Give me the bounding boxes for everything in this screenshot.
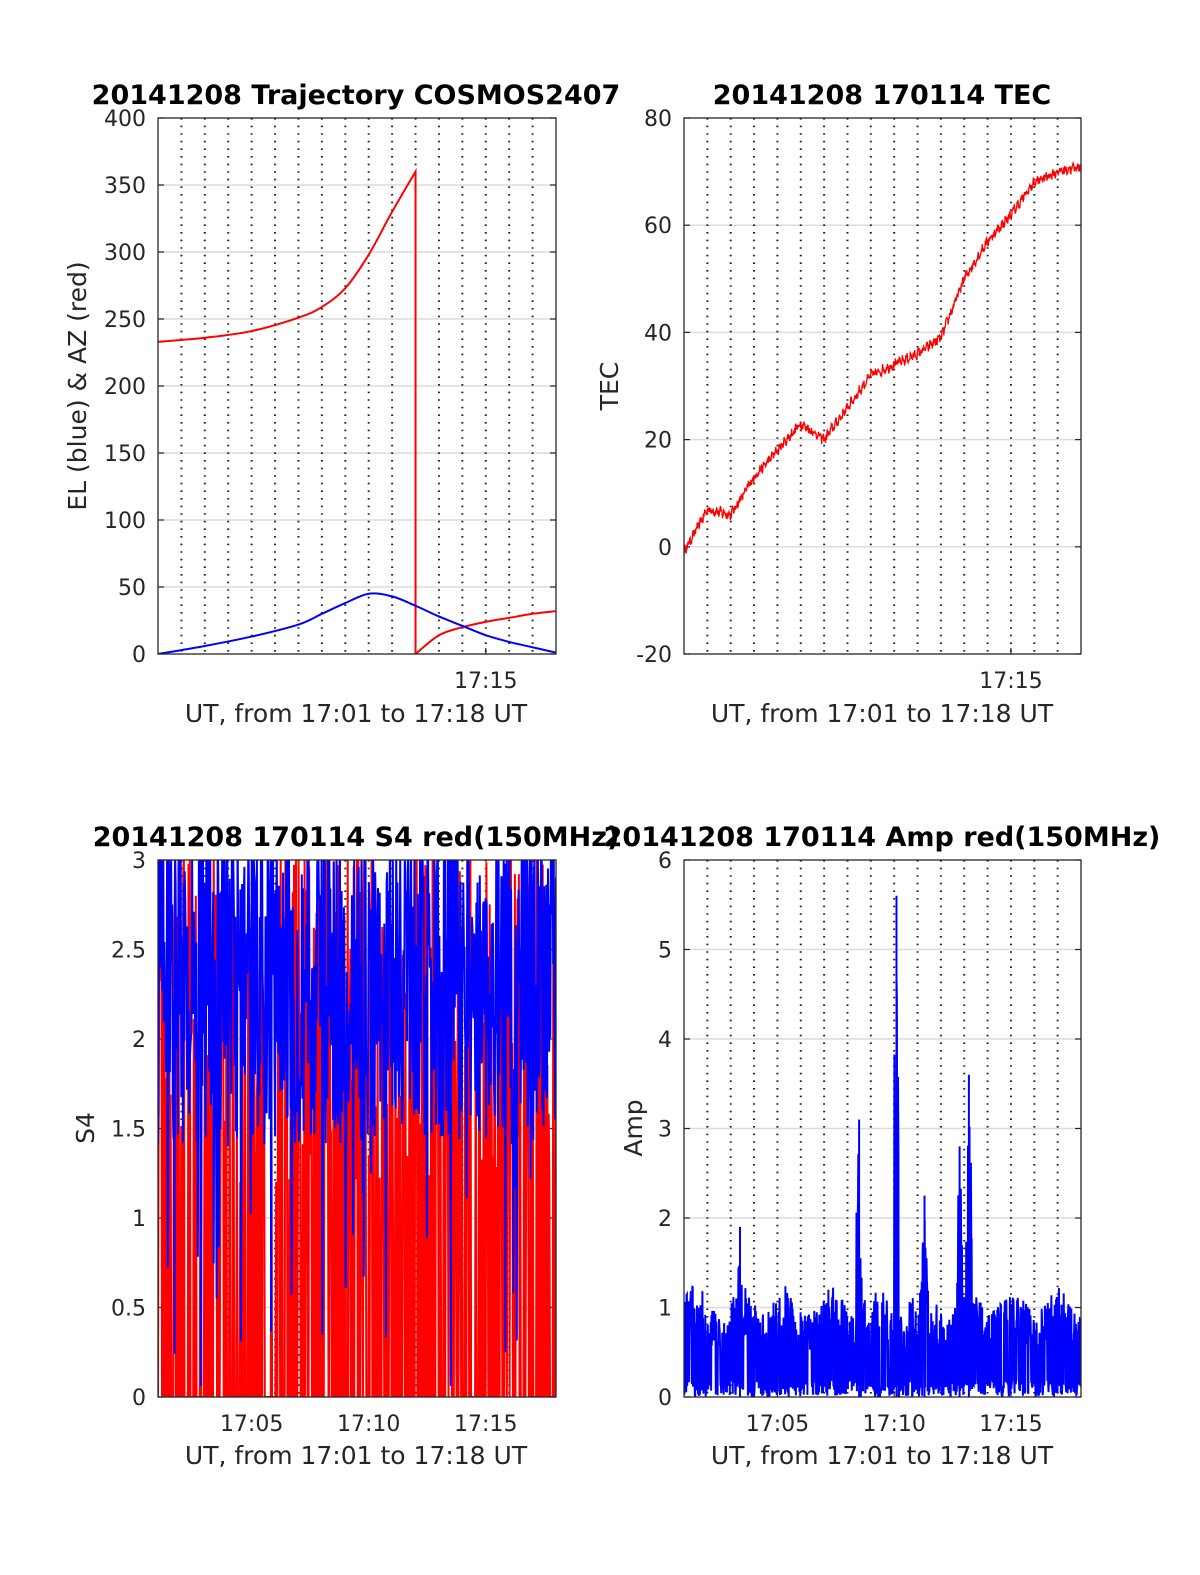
amp-amp-line bbox=[684, 895, 1081, 1397]
trajectory-ytick-label: 0 bbox=[132, 643, 146, 668]
s4-xtick-label: 17:15 bbox=[454, 1412, 517, 1437]
trajectory-ytick-label: 150 bbox=[104, 442, 146, 467]
tec-ylabel: TEC bbox=[595, 362, 624, 412]
tec-tec-line bbox=[684, 160, 1081, 556]
amp-xtick-label: 17:05 bbox=[746, 1412, 809, 1437]
s4-ytick-label: 0.5 bbox=[111, 1297, 146, 1322]
amp-xtick-label: 17:10 bbox=[862, 1412, 925, 1437]
amp-ytick-label: 3 bbox=[658, 1118, 672, 1143]
trajectory-ytick-label: 200 bbox=[104, 375, 146, 400]
tec-title: 20141208 170114 TEC bbox=[713, 80, 1052, 111]
trajectory-axes-box bbox=[157, 117, 557, 655]
trajectory-ylabel: EL (blue) & AZ (red) bbox=[63, 261, 92, 510]
amp-ytick-label: 6 bbox=[658, 849, 672, 874]
trajectory-ytick-label: 300 bbox=[104, 241, 146, 266]
amp-plot-area bbox=[684, 895, 1081, 1397]
s4-title: 20141208 170114 S4 red(150MHz) bbox=[93, 822, 620, 853]
trajectory-ytick-label: 100 bbox=[104, 509, 146, 534]
s4-ytick-label: 2.5 bbox=[111, 939, 146, 964]
trajectory-title: 20141208 Trajectory COSMOS2407 bbox=[92, 80, 621, 111]
s4-xlabel: UT, from 17:01 to 17:18 UT bbox=[185, 1441, 528, 1470]
tec-ytick-label: 60 bbox=[644, 214, 672, 239]
tec-ytick-label: 80 bbox=[644, 107, 672, 132]
amp-xtick-label: 17:15 bbox=[979, 1412, 1042, 1437]
trajectory-ytick-label: 250 bbox=[104, 308, 146, 333]
s4-axes-box bbox=[157, 859, 557, 1398]
trajectory-xtick-label: 17:15 bbox=[454, 669, 517, 694]
trajectory-panel: 20141208 Trajectory COSMOS2407 UT, from … bbox=[63, 80, 620, 728]
amp-axes-box bbox=[683, 859, 1082, 1398]
s4-ytick-label: 1 bbox=[132, 1207, 146, 1232]
amp-ytick-label: 1 bbox=[658, 1297, 672, 1322]
s4-blue-line bbox=[158, 860, 556, 1387]
trajectory-ytick-label: 350 bbox=[104, 174, 146, 199]
trajectory-plot-area bbox=[158, 167, 556, 654]
amp-ytick-label: 5 bbox=[658, 939, 672, 964]
s4-red-line bbox=[158, 860, 556, 1397]
trajectory-el-line bbox=[158, 592, 556, 654]
s4-ytick-label: 1.5 bbox=[111, 1118, 146, 1143]
s4-ytick-label: 0 bbox=[132, 1386, 146, 1411]
amp-ytick-label: 0 bbox=[658, 1386, 672, 1411]
s4-ylabel: S4 bbox=[71, 1112, 100, 1144]
amp-xlabel: UT, from 17:01 to 17:18 UT bbox=[711, 1441, 1054, 1470]
tec-ytick-label: 0 bbox=[658, 536, 672, 561]
s4-plot-area bbox=[158, 860, 556, 1397]
amp-title: 20141208 170114 Amp red(150MHz) bbox=[604, 822, 1161, 853]
tec-ytick-label: 40 bbox=[644, 321, 672, 346]
s4-xtick-label: 17:10 bbox=[337, 1412, 400, 1437]
amp-ylabel: Amp bbox=[619, 1099, 648, 1156]
s4-ytick-label: 3 bbox=[132, 849, 146, 874]
trajectory-az-line bbox=[158, 167, 556, 654]
tec-panel: 20141208 170114 TEC UT, from 17:01 to 17… bbox=[595, 80, 1082, 728]
tec-ytick-label: -20 bbox=[636, 643, 672, 668]
tec-plot-area bbox=[684, 160, 1081, 556]
tec-axes-box bbox=[683, 117, 1082, 655]
tec-xlabel: UT, from 17:01 to 17:18 UT bbox=[711, 699, 1054, 728]
amp-panel: 20141208 170114 Amp red(150MHz) UT, from… bbox=[604, 822, 1161, 1470]
s4-panel: 20141208 170114 S4 red(150MHz) UT, from … bbox=[71, 822, 619, 1470]
amp-ytick-label: 2 bbox=[658, 1207, 672, 1232]
trajectory-ytick-label: 50 bbox=[118, 576, 146, 601]
amp-ytick-label: 4 bbox=[658, 1028, 672, 1053]
s4-ytick-label: 2 bbox=[132, 1028, 146, 1053]
trajectory-ytick-label: 400 bbox=[104, 107, 146, 132]
tec-ytick-label: 20 bbox=[644, 429, 672, 454]
trajectory-xlabel: UT, from 17:01 to 17:18 UT bbox=[185, 699, 528, 728]
tec-xtick-label: 17:15 bbox=[979, 669, 1042, 694]
s4-xtick-label: 17:05 bbox=[220, 1412, 283, 1437]
